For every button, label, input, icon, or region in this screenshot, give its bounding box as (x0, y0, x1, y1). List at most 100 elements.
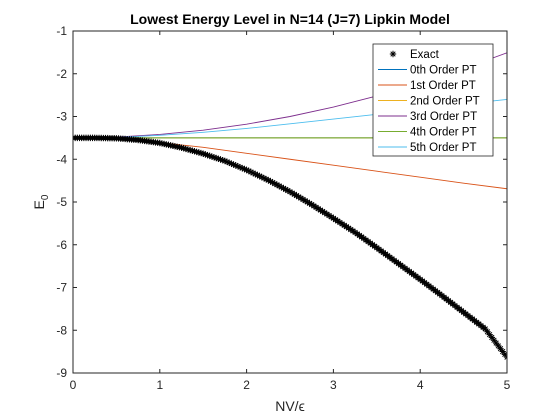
data-point-marker (295, 193, 302, 201)
legend-marker-0 (389, 50, 397, 58)
data-point-marker (221, 157, 229, 165)
data-point-marker (499, 348, 506, 355)
x-tick-label: 5 (504, 378, 511, 392)
data-point-marker (262, 175, 270, 183)
data-point-marker (338, 220, 346, 228)
legend-label-4: 3rd Order PT (410, 111, 477, 123)
data-point-marker (486, 331, 493, 338)
data-point-marker (256, 172, 263, 180)
data-point-marker (301, 197, 309, 204)
data-point-marker (271, 180, 279, 187)
data-point-marker (336, 219, 344, 226)
series-layer (73, 52, 507, 361)
data-point-marker (330, 215, 337, 222)
data-point-marker (304, 198, 311, 206)
data-point-marker (282, 186, 289, 193)
data-point-marker (334, 217, 341, 225)
data-point-marker (275, 182, 283, 190)
x-tick-label: 4 (417, 378, 424, 392)
x-axis-label: NV/ϵ (275, 398, 305, 414)
data-point-marker (243, 166, 250, 174)
data-point-marker (186, 146, 194, 154)
data-point-marker (299, 196, 307, 203)
data-point-marker (319, 208, 326, 215)
y-tick-label: -6 (56, 238, 67, 252)
series-markers-0 (73, 134, 507, 361)
data-point-marker (265, 176, 272, 184)
data-point-marker (210, 154, 218, 161)
data-point-marker (260, 174, 268, 182)
data-point-marker (189, 147, 196, 154)
data-point-marker (215, 155, 222, 162)
y-axis-label-text: E0 (31, 194, 51, 209)
data-point-marker (341, 222, 348, 229)
y-tick-label: -8 (56, 323, 67, 337)
data-point-marker (286, 188, 294, 195)
data-point-marker (315, 205, 322, 212)
legend-label-5: 4th Order PT (410, 127, 476, 139)
data-point-marker (258, 173, 265, 181)
data-point-marker (178, 144, 185, 151)
data-point-marker (484, 328, 491, 335)
data-point-marker (249, 169, 257, 177)
data-point-marker (488, 334, 496, 341)
y-tick-label: -1 (56, 24, 67, 38)
data-point-marker (232, 162, 239, 169)
y-axis-label-main: E (31, 200, 47, 209)
data-point-marker (308, 201, 315, 208)
data-point-marker (349, 227, 357, 235)
data-point-marker (267, 178, 274, 185)
data-point-marker (241, 165, 248, 173)
data-point-marker (284, 187, 292, 194)
data-point-marker (321, 209, 328, 216)
data-point-marker (223, 158, 231, 166)
data-point-marker (208, 153, 216, 160)
legend-label-2: 1st Order PT (410, 80, 476, 92)
x-tick-label: 3 (330, 378, 337, 392)
data-point-marker (204, 151, 211, 159)
data-point-marker (219, 157, 226, 164)
data-point-marker (280, 185, 287, 192)
data-point-marker (317, 206, 324, 214)
data-point-marker (325, 212, 333, 219)
data-point-marker (191, 148, 198, 155)
data-point-marker (239, 164, 246, 172)
data-point-marker (332, 216, 339, 223)
data-point-marker (343, 223, 350, 230)
data-point-marker (501, 351, 507, 358)
x-tick-label: 1 (156, 378, 163, 392)
legend-label-6: 5th Order PT (410, 142, 476, 154)
data-point-marker (226, 159, 233, 166)
data-point-marker (193, 148, 200, 156)
legend-label-1: 0th Order PT (410, 65, 476, 77)
data-point-marker (293, 192, 300, 199)
data-point-marker (273, 181, 281, 189)
data-point-marker (236, 164, 244, 171)
data-point-marker (230, 161, 237, 168)
data-point-marker (195, 149, 203, 156)
data-point-marker (197, 149, 205, 157)
data-point-marker (245, 167, 252, 175)
data-point-marker (213, 154, 220, 162)
data-point-marker (288, 189, 296, 197)
data-point-marker (182, 145, 190, 153)
data-point-marker (347, 226, 354, 233)
ticks-layer: 0 1 2 3 4 5 -9 -8 -7 -6 -5 -4 -3 -2 -1 (56, 24, 510, 392)
data-point-marker (184, 146, 192, 153)
y-tick-label: -4 (56, 152, 67, 166)
data-point-marker (306, 200, 313, 207)
legend-label-0: Exact (410, 49, 440, 61)
data-point-marker (291, 191, 298, 198)
legend: Exact 0th Order PT 1st Order PT 2nd Order P… (372, 43, 494, 157)
y-tick-label: -3 (56, 110, 67, 124)
data-point-marker (345, 224, 352, 232)
data-point-marker (234, 163, 242, 170)
data-point-marker (490, 337, 498, 344)
data-point-marker (482, 325, 489, 333)
data-point-marker (217, 156, 224, 163)
y-axis-label: E0 (31, 194, 51, 209)
data-point-marker (200, 150, 207, 157)
data-point-marker (202, 151, 209, 158)
